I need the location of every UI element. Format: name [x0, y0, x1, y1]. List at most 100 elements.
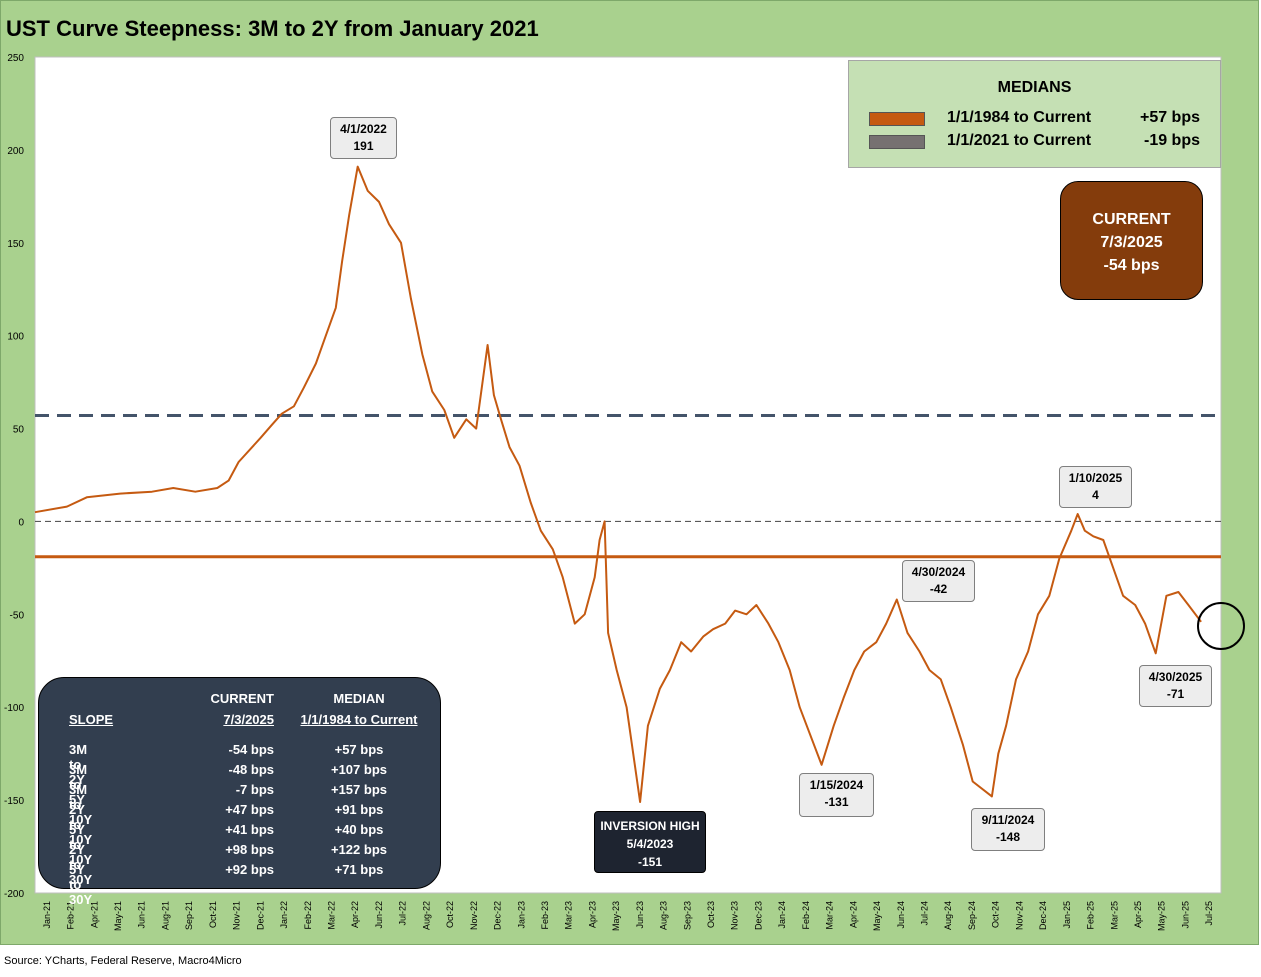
slope-cell-median: +157 bps: [330, 782, 387, 797]
callout-inversion-title: INVERSION HIGH: [600, 819, 700, 833]
y-tick-label: -50: [10, 610, 25, 621]
current-value: -54 bps: [1103, 257, 1160, 274]
callout-apr2024: 4/30/2024 -42: [902, 560, 975, 602]
header-current-top: CURRENT: [210, 691, 274, 706]
x-tick-label: Jul-24: [920, 901, 930, 926]
x-tick-label: Nov-21: [232, 901, 242, 930]
median-value-2021: -19 bps: [1143, 132, 1200, 149]
slope-cell-median: +122 bps: [330, 842, 387, 857]
x-tick-label: Jan-25: [1062, 901, 1072, 929]
callout-peak-value: 191: [353, 139, 374, 153]
current-highlight-circle: [1197, 602, 1245, 650]
x-tick-label: Mar-22: [327, 901, 337, 930]
x-tick-label: Apr-25: [1133, 901, 1143, 928]
x-tick-label: Sep-21: [184, 901, 194, 930]
x-tick-label: Feb-22: [303, 901, 313, 930]
y-tick-label: 200: [7, 146, 24, 157]
slope-cell-slope: 2Y to 30Y: [69, 842, 93, 887]
median-row-2021: 1/1/2021 to Current -19 bps: [849, 132, 1220, 152]
median-swatch-1984: [869, 112, 925, 126]
x-tick-label: Nov-22: [469, 901, 479, 930]
x-tick-label: Oct-23: [706, 901, 716, 928]
callout-inversion-date: 5/4/2023: [626, 837, 674, 851]
current-label: CURRENT: [1092, 211, 1171, 228]
header-median: 1/1/1984 to Current: [300, 712, 418, 727]
y-tick-label: -200: [4, 889, 24, 900]
y-tick-label: -150: [4, 796, 24, 807]
medians-header: MEDIANS: [997, 79, 1072, 96]
x-tick-label: Aug-23: [659, 901, 669, 930]
x-tick-label: Apr-22: [350, 901, 360, 928]
x-axis: Jan-21 Feb-21 Apr-21 May-21 Jun-21 Aug-21 Sep-…: [42, 901, 1214, 931]
callout-sep2024-value: -148: [995, 830, 1021, 844]
medians-legend: MEDIANS 1/1/1984 to Current +57 bps 1/1/…: [848, 60, 1221, 168]
x-tick-label: May-24: [872, 901, 882, 931]
callout-jan2025: 1/10/2025 4: [1059, 466, 1132, 508]
median-swatch-2021: [869, 135, 925, 149]
x-tick-label: Aug-21: [160, 901, 170, 930]
x-tick-label: Mar-23: [564, 901, 574, 930]
x-tick-label: Jan-23: [516, 901, 526, 929]
slope-cell-slope: 3M to 2Y: [69, 742, 88, 787]
x-tick-label: Mar-24: [825, 901, 835, 930]
x-tick-label: Jun-21: [137, 901, 147, 929]
callout-apr2024-date: 4/30/2024: [911, 565, 966, 579]
y-tick-label: 150: [7, 239, 24, 250]
x-tick-label: Feb-23: [540, 901, 550, 930]
x-tick-label: Apr-24: [848, 901, 858, 928]
x-tick-label: Sep-23: [682, 901, 692, 930]
slope-cell-current: +47 bps: [225, 802, 274, 817]
slope-cell-slope: 5Y to 10Y: [69, 822, 93, 867]
callout-apr2025-date: 4/30/2025: [1148, 670, 1203, 684]
x-tick-label: Aug-24: [943, 901, 953, 930]
x-tick-label: Jul-22: [398, 901, 408, 926]
x-tick-label: Dec-24: [1038, 901, 1048, 930]
x-tick-label: Feb-25: [1086, 901, 1096, 930]
slope-cell-median: +57 bps: [334, 742, 384, 757]
slope-summary-table: CURRENT MEDIAN SLOPE 7/3/2025 1/1/1984 t…: [38, 677, 441, 907]
slope-cell-current: -7 bps: [235, 782, 274, 797]
callout-inversion-value: -151: [637, 855, 663, 869]
header-slope: SLOPE: [69, 712, 114, 727]
x-tick-label: Sep-24: [967, 901, 977, 930]
reference-lines: [35, 414, 1221, 559]
x-tick-label: Dec-22: [493, 901, 503, 930]
x-tick-label: Feb-24: [801, 901, 811, 930]
x-tick-label: Mar-25: [1109, 901, 1119, 930]
y-tick-label: -100: [4, 703, 24, 714]
y-tick-label: 50: [13, 425, 25, 436]
slope-cell-current: +98 bps: [225, 842, 274, 857]
slope-cell-median: +40 bps: [334, 822, 384, 837]
y-axis: -200 -150 -100 -50 0 50 100 150 200 250: [4, 53, 24, 900]
slope-cell-current: +92 bps: [225, 862, 274, 877]
x-tick-label: Oct-22: [445, 901, 455, 928]
callout-apr2024-value: -42: [929, 582, 948, 596]
header-median-top: MEDIAN: [333, 691, 385, 706]
slope-cell-slope: 3M to 5Y: [69, 762, 88, 807]
slope-cell-median: +107 bps: [330, 762, 387, 777]
header-current: 7/3/2025: [223, 712, 274, 727]
callout-jan2025-value: 4: [1092, 488, 1099, 502]
slope-cell-current: -48 bps: [228, 762, 274, 777]
x-tick-label: Jun-23: [635, 901, 645, 929]
median-label-1984: 1/1/1984 to Current: [947, 109, 1092, 126]
x-tick-label: Jun-25: [1180, 901, 1190, 929]
source-note: Source: YCharts, Federal Reserve, Macro4…: [4, 955, 242, 967]
chart-title: UST Curve Steepness: 3M to 2Y from Janua…: [6, 16, 539, 41]
x-tick-label: Apr-23: [587, 901, 597, 928]
x-tick-label: Aug-22: [421, 901, 431, 930]
x-tick-label: Jun-24: [896, 901, 906, 929]
callout-apr2025-value: -71: [1166, 687, 1185, 701]
x-tick-label: Jul-25: [1204, 901, 1214, 926]
x-tick-label: Jan-24: [777, 901, 787, 929]
callout-jan2025-date: 1/10/2025: [1068, 471, 1123, 485]
x-tick-label: Jan-21: [42, 901, 52, 929]
x-tick-label: Jan-22: [279, 901, 289, 929]
current-date: 7/3/2025: [1100, 234, 1163, 251]
callout-sep2024: 9/11/2024 -148: [971, 808, 1045, 851]
x-tick-label: Nov-24: [1014, 901, 1024, 930]
y-tick-label: 0: [18, 517, 24, 528]
x-tick-label: May-23: [611, 901, 621, 931]
x-tick-label: Feb-21: [66, 901, 76, 930]
x-tick-label: Oct-24: [991, 901, 1001, 928]
